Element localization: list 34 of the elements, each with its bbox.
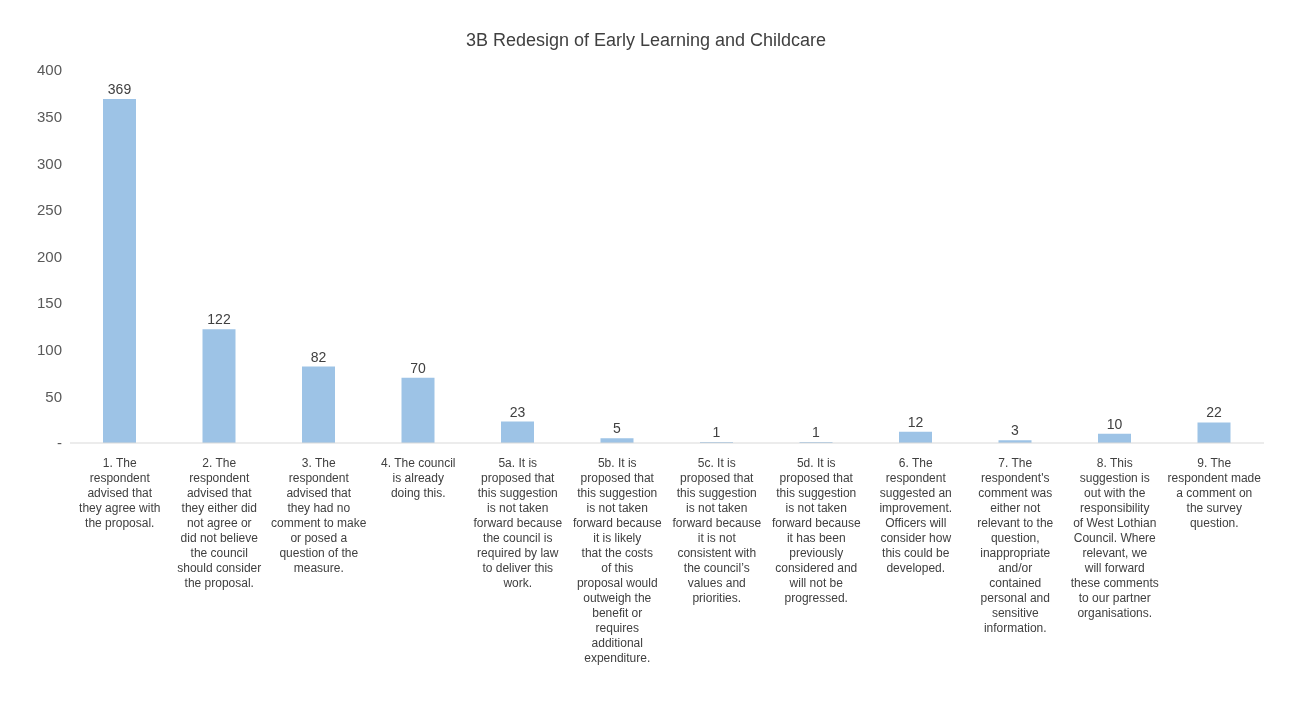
data-label: 10 [1106, 415, 1123, 432]
category-label: 2. The respondent advised that they either did not agree or did not believe the council should consider the proposal. [177, 456, 262, 590]
y-tick-label: 50 [45, 387, 62, 405]
x-tick-label: 3. The respondent advised that they had no comment to make or posed a question of the measure. [271, 456, 367, 575]
y-tick-label: 350 [36, 107, 62, 125]
data-label: 369 [107, 80, 132, 97]
x-tick-label: 4. The council is already doing this. [381, 456, 456, 500]
y-tick-label: 400 [36, 61, 62, 79]
y-tick-label: 300 [36, 154, 62, 172]
y-tick-label: 150 [36, 294, 62, 312]
x-tick-label: 1. The respondent advised that they agree with the proposal. [79, 456, 161, 530]
y-tick-label: - [57, 434, 62, 452]
x-tick-label: 6. The respondent suggested an improvement. Officers will consider how this could be developed. [879, 456, 953, 575]
category-label: 5a. It is proposed that this suggestion is not taken forward because the council is required by law to deliver this work. [473, 456, 563, 590]
y-tick-label: 200 [36, 247, 62, 265]
data-label: 70 [410, 359, 426, 376]
category-label: 5d. It is proposed that this suggestion is not taken forward because it has been previously considered and will not be progressed. [771, 456, 861, 605]
data-label: 23 [509, 403, 526, 420]
y-tick-label: 100 [36, 341, 62, 359]
data-label: 22 [1206, 404, 1222, 421]
data-label: 1 [712, 424, 721, 441]
category-label: 8. This suggestion is out with the responsibility of West Lothian Council. Where relevant, we will forward these comments to our partner organisations. [1070, 456, 1159, 620]
data-label: 3 [1011, 422, 1020, 439]
data-label: 12 [907, 413, 924, 430]
chart-title: 3B Redesign of Early Learning and Childcare [464, 29, 828, 52]
data-label: 82 [310, 348, 327, 365]
data-label: 1 [812, 424, 821, 441]
category-label: 5c. It is proposed that this suggestion is not taken forward because it is not consistent with the council’s values and priorities. [672, 456, 762, 605]
data-label: 5 [613, 420, 622, 437]
category-label: 7. The respondent's comment was either not relevant to the question, inappropriate and/or contained personal and sensitive information. [977, 456, 1054, 635]
y-tick-label: 250 [36, 201, 62, 219]
x-tick-label: 9. The respondent made a comment on the survey question. [1167, 456, 1262, 530]
data-label: 122 [207, 311, 231, 328]
category-label: 5b. It is proposed that this suggestion is not taken forward because it is likely that the costs of this proposal would outweigh the benefit or requires additional expenditure. [572, 456, 662, 665]
